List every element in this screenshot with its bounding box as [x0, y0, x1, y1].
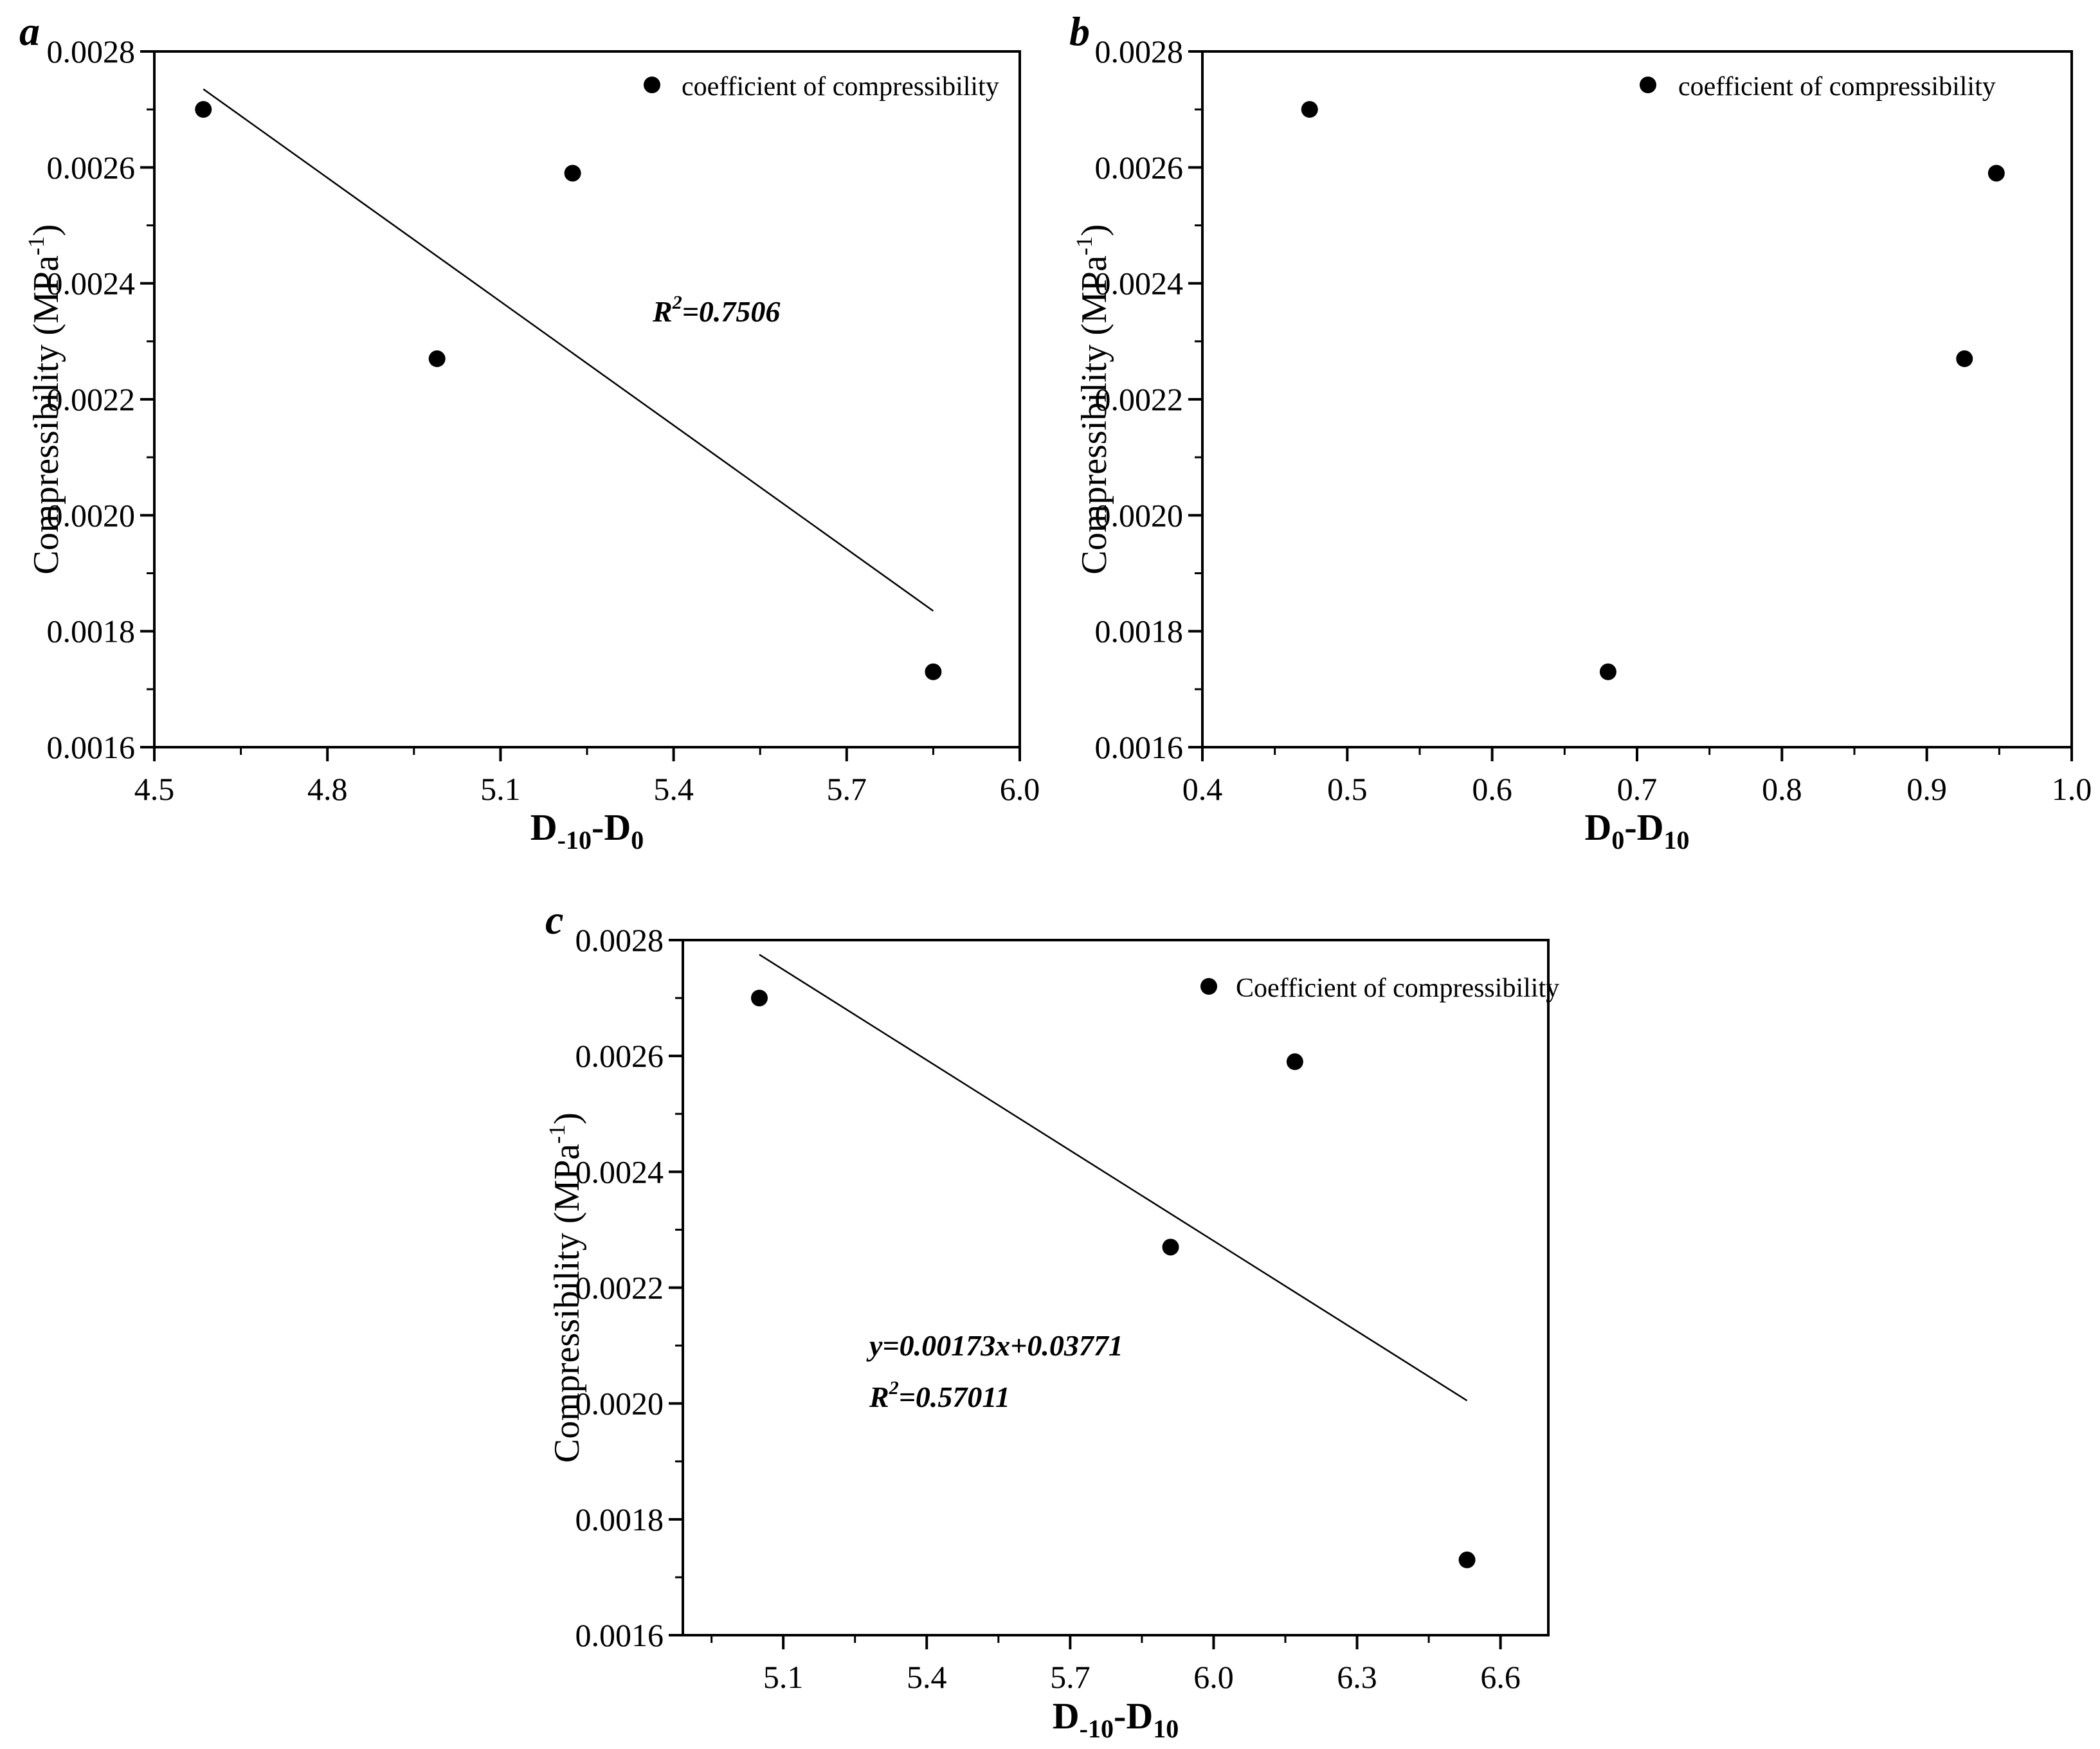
- y-tick-label: 0.0016: [47, 729, 136, 765]
- y-tick-label: 0.0018: [575, 1501, 664, 1537]
- x-tick-label: 0.4: [1182, 771, 1223, 807]
- y-tick-label: 0.0026: [47, 149, 136, 185]
- data-point: [1956, 350, 1973, 367]
- panel-label: b: [1069, 8, 1090, 54]
- x-tick-label: 0.7: [1617, 771, 1658, 807]
- x-axis-label: D-10-D0: [530, 806, 644, 855]
- plot-frame: [1201, 50, 2073, 748]
- r-squared-label: R2=0.7506: [652, 292, 780, 328]
- fit-equation: y=0.00173x+0.03771: [866, 1329, 1123, 1362]
- r-squared-label: R2=0.57011: [869, 1377, 1010, 1413]
- legend-label: coefficient of compressibility: [682, 72, 999, 102]
- chart-panel-a: 0.0016 0.0018 0.0020 0.0022 0.0024 0.0026 0.00…: [19, 8, 1040, 855]
- legend-label: coefficient of compressibility: [1678, 72, 1996, 102]
- x-tick-label: 0.5: [1327, 771, 1368, 807]
- y-tick-label: 0.0026: [575, 1038, 664, 1074]
- x-tick-label: 6.6: [1480, 1659, 1521, 1695]
- data-point: [195, 101, 212, 118]
- x-axis-label: D0-D10: [1584, 806, 1689, 855]
- x-tick-label: 4.5: [134, 771, 175, 807]
- y-tick-label: 0.0020: [575, 1386, 664, 1422]
- x-axis-label: D-10-D10: [1053, 1695, 1179, 1743]
- data-point: [1599, 663, 1616, 680]
- y-tick-label: 0.0024: [1095, 266, 1184, 302]
- y-axis-label: Compressibility (MPa-1): [23, 224, 66, 575]
- x-tick-label: 1.0: [2052, 771, 2092, 807]
- panel-label: a: [19, 8, 40, 54]
- x-tick-label: 6.0: [1193, 1659, 1234, 1695]
- legend-marker: [1640, 77, 1656, 93]
- y-tick-label: 0.0026: [1095, 149, 1184, 185]
- legend-marker: [1200, 978, 1217, 995]
- x-tick-label: 5.1: [763, 1659, 804, 1695]
- x-tick-label: 5.4: [907, 1659, 947, 1695]
- y-tick-label: 0.0022: [47, 381, 136, 417]
- y-tick-label: 0.0028: [575, 922, 664, 958]
- x-tick-label: 6.3: [1337, 1659, 1377, 1695]
- legend-label: Coefficient of compressibility: [1236, 974, 1559, 1003]
- plot-frame: [153, 50, 1021, 748]
- y-axis-label: Compressibility (MPa-1): [1071, 224, 1114, 575]
- x-tick-label: 6.0: [1000, 771, 1040, 807]
- y-tick-label: 0.0020: [47, 497, 136, 533]
- chart-panel-c: 0.0016 0.0018 0.0020 0.0022 0.0024 0.0026 0.00…: [544, 897, 1559, 1743]
- data-point: [1458, 1551, 1476, 1568]
- x-tick-label: 0.9: [1906, 771, 1947, 807]
- data-point: [1162, 1238, 1179, 1256]
- data-point: [925, 663, 942, 680]
- y-tick-label: 0.0028: [47, 33, 136, 69]
- plot-frame: [682, 939, 1550, 1636]
- data-point: [750, 990, 768, 1007]
- data-point: [1301, 101, 1318, 118]
- fit-line: [759, 954, 1468, 1402]
- legend-marker: [644, 77, 660, 93]
- x-tick-label: 5.4: [653, 771, 694, 807]
- data-point: [1987, 165, 2005, 182]
- y-tick-label: 0.0018: [47, 613, 136, 649]
- panel-label: c: [545, 897, 563, 943]
- x-tick-label: 5.7: [827, 771, 867, 807]
- y-tick-label: 0.0016: [575, 1617, 664, 1653]
- x-tick-label: 4.8: [307, 771, 348, 807]
- y-tick-label: 0.0016: [1095, 729, 1184, 765]
- y-tick-label: 0.0028: [1095, 33, 1184, 69]
- y-tick-label: 0.0024: [47, 266, 136, 302]
- data-point: [428, 350, 446, 367]
- y-tick-label: 0.0022: [575, 1270, 664, 1306]
- chart-panel-b: 0.0016 0.0018 0.0020 0.0022 0.0024 0.0026 0.00…: [1069, 8, 2092, 855]
- fit-line: [203, 88, 934, 612]
- y-tick-label: 0.0024: [575, 1154, 664, 1190]
- y-tick-label: 0.0020: [1095, 497, 1184, 533]
- y-axis-label: Compressibility (MPa-1): [544, 1112, 587, 1463]
- data-point: [1286, 1053, 1303, 1071]
- x-tick-label: 0.8: [1762, 771, 1802, 807]
- y-tick-label: 0.0018: [1095, 613, 1184, 649]
- x-tick-label: 5.7: [1050, 1659, 1091, 1695]
- x-tick-label: 5.1: [480, 771, 521, 807]
- y-tick-label: 0.0022: [1095, 381, 1184, 417]
- x-tick-label: 0.6: [1472, 771, 1512, 807]
- data-point: [564, 165, 581, 182]
